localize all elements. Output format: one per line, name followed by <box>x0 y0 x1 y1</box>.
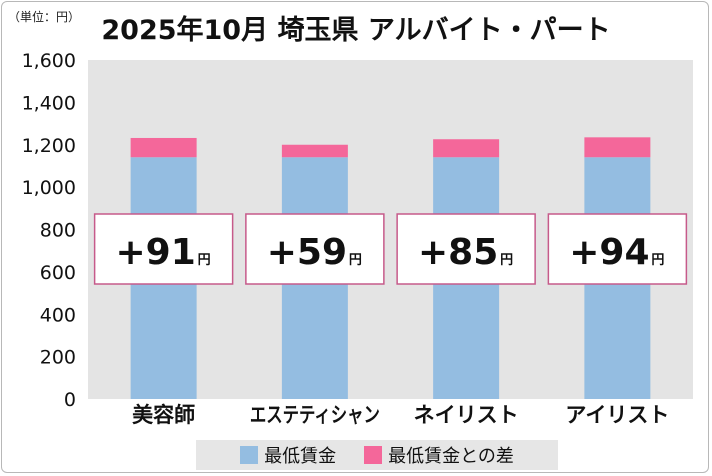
legend-item-minimum-wage: 最低賃金 <box>240 442 336 468</box>
legend-label-difference: 最低賃金との差 <box>388 446 514 467</box>
difference-callout-box <box>547 213 688 285</box>
y-tick-label: 0 <box>64 389 76 411</box>
difference-callout-box <box>93 213 234 285</box>
bar-difference <box>584 137 651 158</box>
bar-difference <box>433 139 500 158</box>
y-tick-label: 1,600 <box>22 50 76 72</box>
difference-callout-box <box>245 213 385 285</box>
y-tick-label: 800 <box>40 220 76 242</box>
difference-callout-value: +91 <box>115 232 195 273</box>
x-category-label: ネイリスト <box>414 403 519 427</box>
bar-difference <box>130 137 197 158</box>
y-tick-label: 600 <box>40 262 76 284</box>
y-tick-label: 400 <box>40 304 76 326</box>
x-category-label: エステティシャン <box>250 403 380 427</box>
difference-callout-value: +85 <box>418 232 498 273</box>
difference-callout-value: +94 <box>569 232 649 273</box>
difference-callout-unit: 円 <box>198 253 211 268</box>
legend-item-difference: 最低賃金との差 <box>364 442 514 468</box>
difference-callout-unit: 円 <box>500 253 513 268</box>
difference-callout-unit: 円 <box>349 253 362 268</box>
chart-title: 2025年10月 埼玉県 アルバイト・パート <box>101 15 611 46</box>
y-tick-label: 1,200 <box>22 135 76 157</box>
legend-label-minimum-wage: 最低賃金 <box>264 446 337 467</box>
legend-swatch-minimum-wage <box>240 446 259 464</box>
difference-callout-value: +59 <box>267 232 347 273</box>
difference-callout-unit: 円 <box>651 253 664 268</box>
legend: 最低賃金 最低賃金との差 <box>196 440 558 470</box>
unit-label: （単位：円） <box>8 10 81 24</box>
x-category-label: アイリスト <box>565 403 669 427</box>
difference-callout-box <box>396 213 536 285</box>
legend-swatch-difference <box>364 446 383 464</box>
y-tick-label: 1,000 <box>22 177 76 199</box>
y-tick-label: 1,400 <box>22 92 76 114</box>
y-tick-label: 200 <box>40 347 76 369</box>
bar-difference <box>281 144 348 158</box>
x-category-label: 美容師 <box>132 403 195 427</box>
